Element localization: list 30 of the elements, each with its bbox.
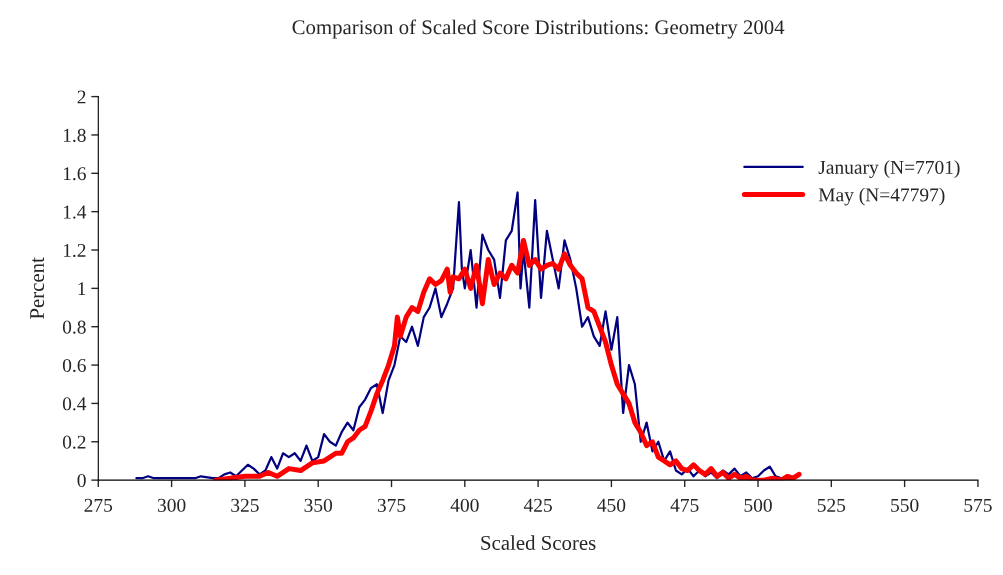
x-tick-label: 400: [450, 498, 479, 512]
y-tick-label: 0.2: [62, 435, 86, 449]
y-tick-label: 2: [77, 90, 86, 104]
x-tick-label: 550: [891, 498, 919, 512]
x-tick-label: 475: [670, 498, 699, 512]
x-tick-label: 450: [597, 498, 626, 512]
x-tick-label: 300: [157, 498, 186, 512]
y-tick-label: 0.6: [62, 358, 86, 373]
x-tick-label: 575: [964, 498, 992, 512]
y-tick-label: 1.4: [63, 205, 87, 219]
x-tick-label: 425: [523, 498, 552, 512]
y-tick-label: 1.8: [63, 128, 86, 142]
x-tick-label: 350: [304, 498, 333, 512]
y-tick-label: 0.8: [62, 320, 86, 334]
line-series: [135, 191, 783, 480]
y-tick-label: 0.4: [62, 397, 87, 411]
x-tick-label: 325: [231, 498, 259, 512]
legend-label: January (N=7701): [818, 160, 960, 178]
y-tick-label: 0: [77, 473, 86, 488]
x-tick-label: 375: [377, 498, 406, 512]
y-tick-label: 1.2: [63, 243, 86, 258]
x-axis-title: Scaled Scores: [481, 535, 596, 550]
x-tick-label: 275: [84, 498, 113, 512]
x-tick-label: 500: [744, 498, 772, 512]
y-tick-label: 1: [78, 282, 86, 296]
y-tick-label: 1.6: [63, 167, 86, 181]
chart-title: Comparison of Scaled Score Distributions: Geometry 2004: [292, 19, 785, 39]
legend-label: May (N=47797): [818, 187, 945, 206]
x-tick-label: 525: [817, 498, 846, 512]
y-axis-title: Percent: [30, 257, 45, 319]
